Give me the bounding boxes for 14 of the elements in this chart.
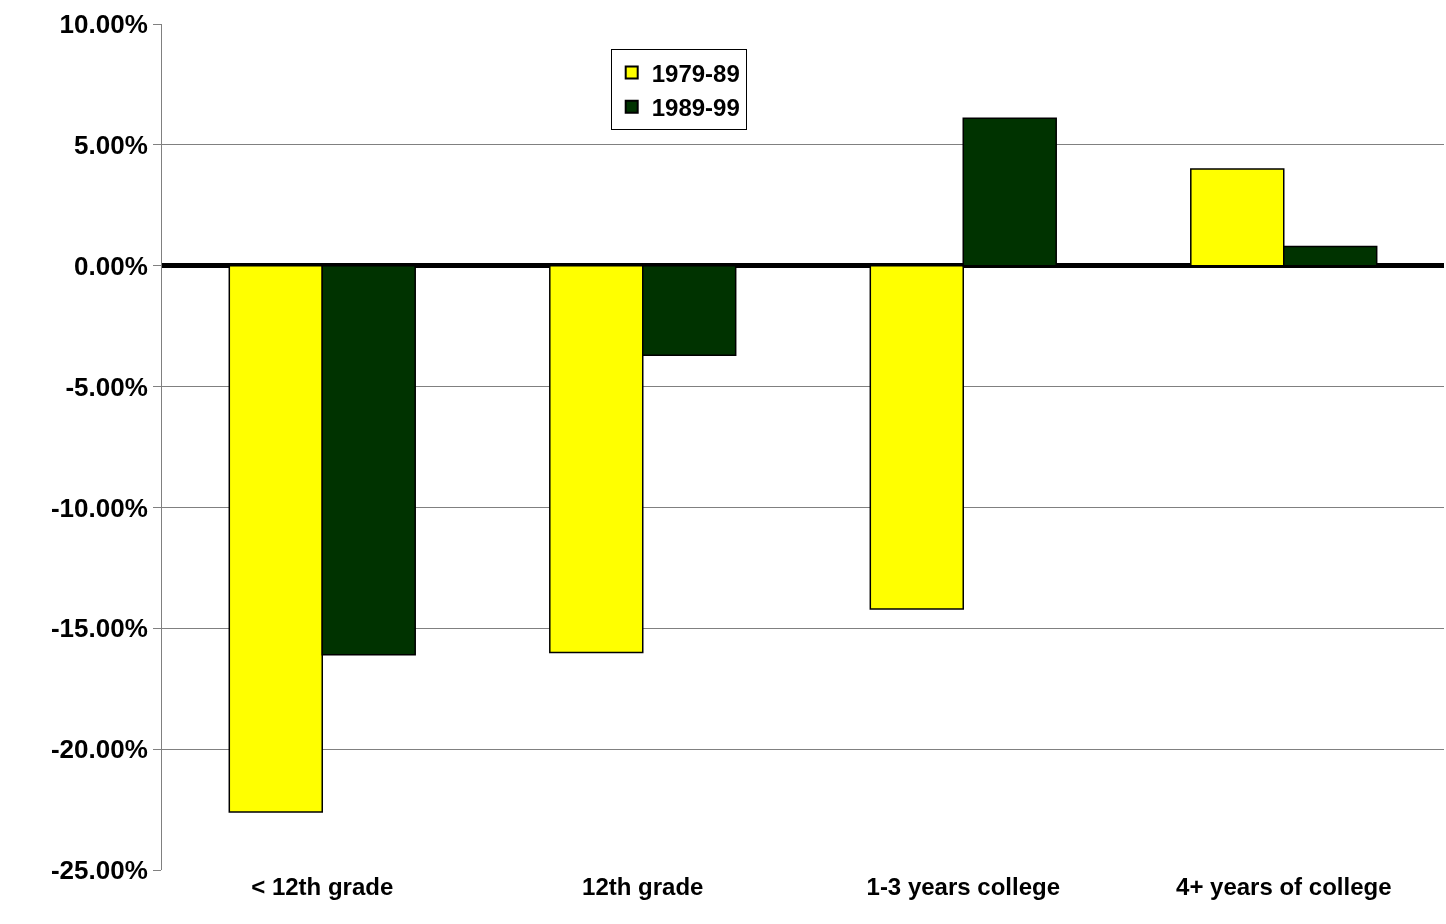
x-tick-label: 4+ years of college (1176, 873, 1392, 900)
y-tick-label: -20.00% (50, 734, 148, 765)
y-tick-label: 0.00% (74, 250, 148, 281)
x-tick-label: 12th grade (582, 873, 704, 900)
x-tick-label: < 12th grade (251, 873, 394, 900)
legend-label: 1979-89 (651, 59, 740, 87)
y-tick-label: -5.00% (65, 371, 148, 402)
y-tick-label: -25.00% (50, 855, 148, 886)
y-tick-label: -15.00% (50, 613, 148, 644)
y-tick-label: 5.00% (74, 129, 148, 160)
x-tick-label: 1-3 years college (866, 873, 1060, 900)
y-tick-label: -10.00% (50, 492, 148, 523)
y-tick-label: 10.00% (59, 9, 148, 40)
legend-label: 1989-99 (651, 94, 740, 122)
